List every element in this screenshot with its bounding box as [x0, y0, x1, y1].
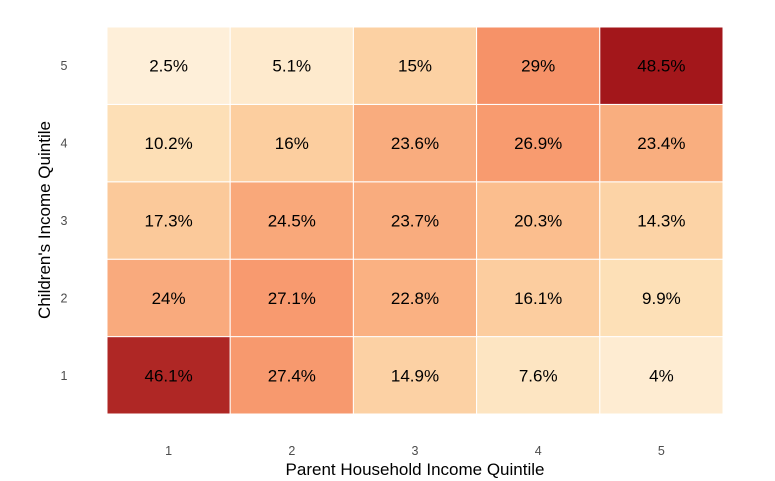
heatmap-cell — [476, 336, 601, 415]
heatmap-cell — [229, 26, 354, 105]
y-axis-tick-labels: 1 2 3 4 5 — [61, 59, 68, 383]
heatmap-cell-label: 14.3% — [637, 212, 685, 231]
heatmap-cell — [599, 103, 724, 183]
heatmap-cell-label: 15% — [398, 57, 432, 76]
heatmap-cells — [106, 26, 724, 415]
x-axis-title: Parent Household Income Quintile — [286, 460, 545, 479]
heatmap-cell-label: 16.1% — [514, 289, 562, 308]
x-axis-tick-labels: 1 2 3 4 5 — [165, 444, 665, 458]
heatmap-cell-label: 22.8% — [391, 289, 439, 308]
y-axis-tick-label: 4 — [61, 137, 68, 151]
heatmap-cell-label: 26.9% — [514, 134, 562, 153]
heatmap-cell-label: 23.7% — [391, 212, 439, 231]
heatmap-cell — [599, 26, 724, 105]
x-axis-tick-label: 3 — [412, 444, 419, 458]
x-axis-tick-label: 4 — [535, 444, 542, 458]
heatmap-cell-label: 2.5% — [149, 57, 188, 76]
heatmap-cell — [476, 103, 601, 183]
y-axis-tick-label: 1 — [61, 369, 68, 383]
heatmap-cell-label: 14.9% — [391, 366, 439, 385]
heatmap-cell-label: 17.3% — [144, 212, 192, 231]
y-axis-tick-label: 2 — [61, 291, 68, 305]
heatmap-cell — [599, 336, 724, 415]
heatmap-cell-label: 27.4% — [268, 366, 316, 385]
heatmap-cell — [476, 258, 601, 338]
heatmap-cell — [106, 336, 231, 415]
heatmap-cell-label: 24% — [152, 289, 186, 308]
x-axis-tick-label: 5 — [658, 444, 665, 458]
heatmap-cell-label: 24.5% — [268, 212, 316, 231]
heatmap-cell — [229, 258, 354, 338]
heatmap-cell-label: 23.4% — [637, 134, 685, 153]
heatmap-cell — [352, 181, 478, 260]
heatmap-cell — [599, 258, 724, 338]
heatmap-cell — [599, 181, 724, 260]
heatmap-cell-label: 29% — [521, 57, 555, 76]
heatmap-cell — [229, 181, 354, 260]
x-axis-tick-label: 1 — [165, 444, 172, 458]
x-axis-tick-label: 2 — [288, 444, 295, 458]
heatmap-cell-label: 46.1% — [144, 366, 192, 385]
heatmap-cell — [229, 103, 354, 183]
heatmap-cell — [106, 26, 231, 105]
y-axis-tick-label: 3 — [61, 214, 68, 228]
y-axis-tick-label: 5 — [61, 59, 68, 73]
heatmap-cell — [352, 103, 478, 183]
heatmap-cell-labels: 46.1% 27.4% 14.9% 7.6% 4% 24% 27.1% 22.8% 16.1% 9… — [144, 57, 685, 386]
heatmap-cell-label: 20.3% — [514, 212, 562, 231]
heatmap-cell — [229, 336, 354, 415]
heatmap-cell-label: 10.2% — [144, 134, 192, 153]
heatmap-cell-label: 23.6% — [391, 134, 439, 153]
heatmap-cell-label: 9.9% — [642, 289, 681, 308]
heatmap-cell — [352, 26, 478, 105]
heatmap-cell-label: 5.1% — [272, 57, 311, 76]
heatmap-cell-label: 27.1% — [268, 289, 316, 308]
heatmap-cell — [352, 258, 478, 338]
y-axis-title: Children's Income Quintile — [35, 121, 54, 319]
heatmap-cell-label: 7.6% — [519, 366, 558, 385]
heatmap-cell — [106, 103, 231, 183]
heatmap-cell-label: 4% — [649, 366, 674, 385]
heatmap-cell — [106, 258, 231, 338]
heatmap-cell-label: 48.5% — [637, 57, 685, 76]
heatmap-cell-label: 16% — [275, 134, 309, 153]
